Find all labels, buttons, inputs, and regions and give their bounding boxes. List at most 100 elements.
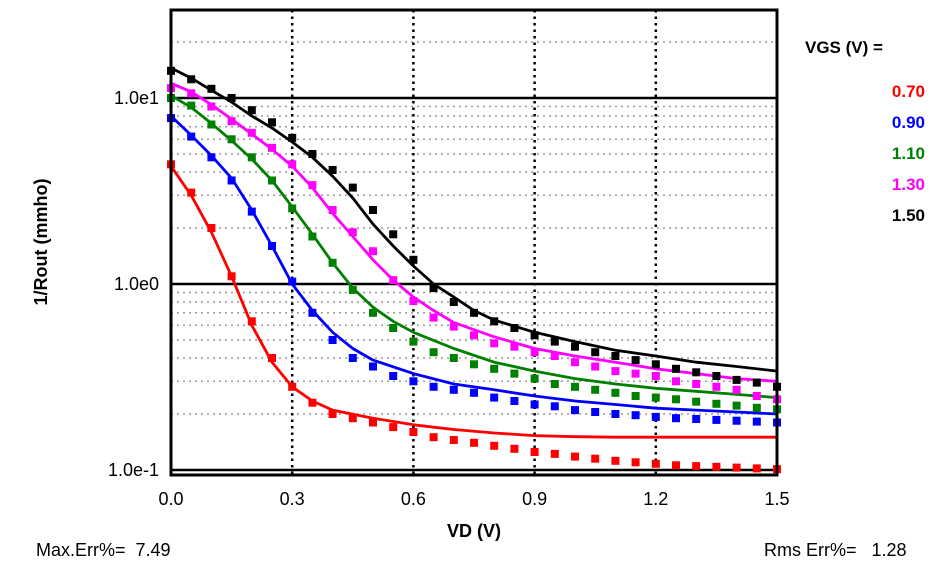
y-tick-label: 1.0e0	[114, 274, 159, 294]
data-point	[530, 448, 539, 456]
data-point	[348, 414, 357, 423]
data-point	[348, 228, 357, 237]
series-layer	[167, 66, 781, 474]
data-point	[288, 382, 297, 391]
data-point	[187, 89, 196, 98]
legend-entry: 0.70	[892, 82, 925, 101]
data-point	[409, 255, 418, 264]
data-point	[308, 308, 317, 317]
data-point	[631, 458, 640, 467]
data-point	[429, 348, 438, 357]
data-point	[651, 412, 660, 421]
data-point	[591, 408, 600, 416]
grid	[171, 10, 777, 475]
legend-entry: 1.10	[892, 144, 925, 163]
data-point	[550, 380, 559, 388]
y-tick-label: 1.0e1	[114, 88, 159, 108]
data-point	[712, 399, 721, 408]
data-point	[631, 392, 640, 400]
data-point	[288, 133, 297, 142]
data-point	[288, 277, 297, 286]
data-point	[247, 153, 256, 162]
data-point	[530, 400, 539, 409]
data-point	[651, 393, 660, 402]
legend: 0.70 0.90 1.10 1.30 1.50	[892, 82, 925, 225]
data-point	[692, 462, 701, 471]
data-point	[308, 181, 317, 190]
data-point	[732, 375, 741, 384]
data-point	[247, 207, 256, 216]
data-point	[369, 308, 377, 317]
data-point	[510, 342, 519, 351]
data-point	[369, 418, 377, 427]
data-point	[712, 415, 721, 424]
data-point	[328, 206, 337, 214]
data-point	[752, 392, 761, 400]
series-1.10	[167, 94, 781, 414]
data-point	[651, 459, 660, 468]
data-point	[268, 242, 276, 250]
data-point	[449, 322, 458, 331]
data-point	[369, 362, 377, 371]
data-point	[328, 166, 337, 174]
data-point	[611, 456, 620, 465]
series-0.70	[167, 160, 781, 474]
data-point	[651, 372, 660, 380]
data-point	[550, 337, 559, 346]
data-point	[227, 117, 236, 126]
data-point	[470, 308, 478, 317]
data-point	[308, 398, 317, 407]
data-point	[672, 377, 680, 386]
data-point	[712, 382, 721, 391]
series-line	[169, 165, 777, 439]
data-point	[530, 374, 539, 383]
data-point	[187, 101, 196, 110]
rms-error-label: Rms Err%= 1.28	[764, 540, 907, 560]
data-point	[449, 385, 458, 394]
data-point	[611, 352, 620, 360]
legend-title: VGS (V) =	[805, 38, 883, 57]
data-point	[470, 360, 478, 369]
data-point	[409, 297, 418, 305]
data-point	[247, 317, 256, 326]
data-point	[348, 354, 357, 362]
x-tick-label: 0.9	[522, 489, 547, 509]
data-point	[409, 428, 418, 436]
data-point	[268, 118, 276, 127]
data-point	[490, 393, 499, 402]
x-tick-label: 0.0	[158, 489, 183, 509]
data-point	[732, 385, 741, 394]
data-point	[348, 285, 357, 294]
data-point	[369, 247, 377, 256]
data-point	[591, 362, 600, 371]
data-point	[207, 224, 216, 232]
data-point	[389, 372, 398, 380]
data-point	[227, 135, 236, 144]
data-point	[530, 331, 539, 340]
data-point	[470, 331, 478, 340]
series-line	[170, 94, 778, 399]
data-point	[429, 433, 438, 442]
data-point	[732, 416, 741, 425]
data-point	[672, 461, 680, 470]
data-point	[591, 348, 600, 357]
data-point	[712, 372, 721, 380]
x-tick-label: 0.3	[280, 489, 305, 509]
data-point	[389, 276, 398, 285]
data-point	[692, 397, 701, 406]
data-point	[752, 378, 761, 387]
x-tick-label: 1.2	[643, 489, 668, 509]
data-point	[187, 75, 196, 84]
plot-frame	[169, 8, 779, 477]
data-point	[550, 449, 559, 458]
data-point	[490, 441, 499, 450]
data-point	[490, 317, 499, 326]
data-point	[187, 188, 196, 197]
data-point	[611, 388, 620, 397]
x-axis-title: VD (V)	[447, 521, 501, 541]
data-point	[692, 415, 701, 423]
series-0.90	[167, 114, 781, 427]
data-point	[732, 463, 741, 472]
data-point	[530, 348, 539, 357]
